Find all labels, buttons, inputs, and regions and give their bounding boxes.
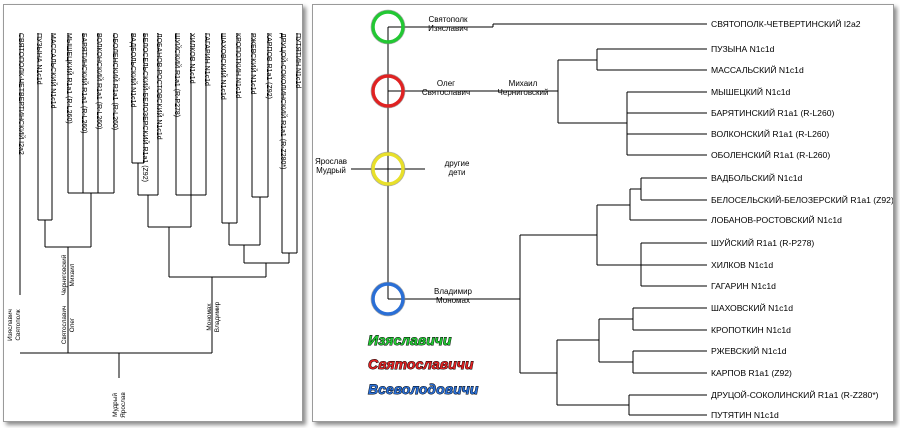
leaf-label: ШУЙСКИЙ R1a1 (R-P278) [173,33,182,117]
yaroslav-circle [371,152,405,186]
node-label-vladimir: Мономах [436,296,470,305]
node-label-svyatopolk: Изяславич [7,309,14,341]
node-label-mikhail: Черниговский [60,254,68,295]
leaf-label: ДРУЦОЙ-СОКОЛИНСКИЙ R1a1 (R-Z280*) [279,33,288,169]
node-label-mikhail: Михаил [69,263,76,286]
svyatoslavichi-circle [371,74,405,108]
node-label-mikhail: Черниговский [498,88,549,97]
leaf-label: ВАДБОЛЬСКИЙ N1c1d [711,172,803,183]
node-label-yaroslav: Мудрый [111,393,119,417]
leaf-label: ГАГАРИН N1c1d [711,281,776,291]
leaf-label: ЛОБАНОВ-РОСТОВСКИЙ N1c1d [711,214,842,225]
node-label-oleg: Святославич [61,306,68,345]
leaf-label: СВЯТОПОЛК-ЧЕТВЕРТИНСКИЙ I2a2 [711,18,861,29]
leaf-label: ПУЗЫНА N1c1d [35,33,42,85]
node-label-other-children: другие [445,159,470,168]
leaf-label: ЛОБАНОВ-РОСТОВСКИЙ N1c1d [155,33,164,140]
leaf-label: БЕЛОСЕЛЬСКИЙ-БЕЛОЗЕРСКИЙ R1a1 (Z92) [711,194,893,205]
leaf-label: БАРЯТИНСКИЙ R1a1 (R-L260) [711,107,834,118]
node-label-other-children: дети [449,168,466,177]
legend-entry: Изяславичи [368,332,452,348]
leaf-label: ПУТЯТИН N1c1d [711,410,779,420]
node-label-yaroslav: Ярослав [120,392,127,418]
node-label-yaroslav: Мудрый [316,166,346,175]
right-tree-panel: СВЯТОПОЛК-ЧЕТВЕРТИНСКИЙ I2a2 ПУЗЫНА N1c1d… [312,4,894,422]
izyaslavichi-circle-shadow [370,9,406,45]
legend-entry: Всеволодовичи [368,381,479,397]
yaroslav-circle-shadow [370,151,406,187]
node-label-mikhail: Михаил [509,79,538,88]
svyatoslavichi-circle-shadow [370,73,406,109]
leaf-label: ДРУЦОЙ-СОКОЛИНСКИЙ R1a1 (R-Z280*) [711,389,879,400]
leaf-label: БЕЛОСЕЛЬСКИЙ-БЕЛОЗЕРСКИЙ R1a1 (Z92) [141,33,150,182]
leaf-label: МАССАЛЬСКИЙ N1c1d [49,33,58,109]
leaf-label: СВЯТОПОЛК-ЧЕТВЕРТИНСКИЙ I2a2 [17,33,26,155]
leaf-label: МАССАЛЬСКИЙ N1c1d [711,64,804,75]
leaf-label: БАРЯТИНСКИЙ R1a1 (R-L260) [80,33,89,133]
left-tree-diagram: СВЯТОПОЛК-ЧЕТВЕРТИНСКИЙ I2a2 ПУЗЫНА N1c1d… [7,33,301,418]
leaf-label: ОБОЛЕНСКИЙ R1a1 (R-L260) [111,33,120,130]
node-label-svyatopolk: Изяславич [428,24,468,33]
node-label-svyatopolk: Святополк [15,309,22,340]
node-label-vladimir: Мономах [206,303,213,331]
vsevolodovichi-circle-shadow [370,281,406,317]
leaf-label: ШАХОВСКИЙ N1c1d [219,33,228,100]
leaf-label: ОБОЛЕНСКИЙ R1a1 (R-L260) [711,149,830,160]
leaf-label: КРОПОТКИН N1c1d [711,325,791,335]
node-label-oleg: Святославич [422,88,470,97]
leaf-label: ВАДБОЛЬСКИЙ N1c1d [129,33,138,107]
leaf-label: ВОЛКОНСКИЙ R1a1 (R-L260) [95,33,104,129]
legend-entry: Святославичи [368,356,474,372]
leaf-label: ШАХОВСКИЙ N1c1d [711,302,793,313]
leaf-label: ПУЗЫНА N1c1d [711,44,775,54]
leaf-label: ПУТЯТИН N1c1d [294,33,301,88]
leaf-label: КРОПОТКИН N1c1d [234,33,241,98]
leaf-label: КАРПОВ R1a1 (Z92) [711,368,792,378]
node-label-svyatopolk: Святополк [428,15,468,24]
leaf-label: РЖЕВСКИЙ N1c1d [249,33,258,95]
leaf-label: ХИЛКОВ N1c1d [711,260,773,270]
leaf-label: КАРПОВ R1a1 (Z92) [265,33,272,99]
vsevolodovichi-circle [371,282,405,316]
node-label-vladimir: Владимир [214,301,221,332]
leaf-label: МЫШЕЦКИЙ N1c1d [711,86,791,97]
node-label-yaroslav: Ярослав [315,157,347,166]
izyaslavichi-circle [371,10,405,44]
leaf-label: ГАГАРИН N1c1d [203,33,210,86]
leaf-label: МЫШЕЦКИЙ R1a1 (R-L260) [65,33,74,124]
node-label-oleg: Олег [69,317,76,332]
leaf-label: ШУЙСКИЙ R1a1 (R-P278) [711,237,814,248]
right-tree-diagram: СВЯТОПОЛК-ЧЕТВЕРТИНСКИЙ I2a2 ПУЗЫНА N1c1d… [315,9,893,420]
node-label-oleg: Олег [437,79,455,88]
left-tree-panel: СВЯТОПОЛК-ЧЕТВЕРТИНСКИЙ I2a2 ПУЗЫНА N1c1d… [3,4,303,422]
leaf-label: ВОЛКОНСКИЙ R1a1 (R-L260) [711,128,829,139]
leaf-label: ХИЛКОВ N1c1d [188,33,195,84]
node-label-vladimir: Владимир [434,287,473,296]
leaf-label: РЖЕВСКИЙ N1c1d [711,345,787,356]
